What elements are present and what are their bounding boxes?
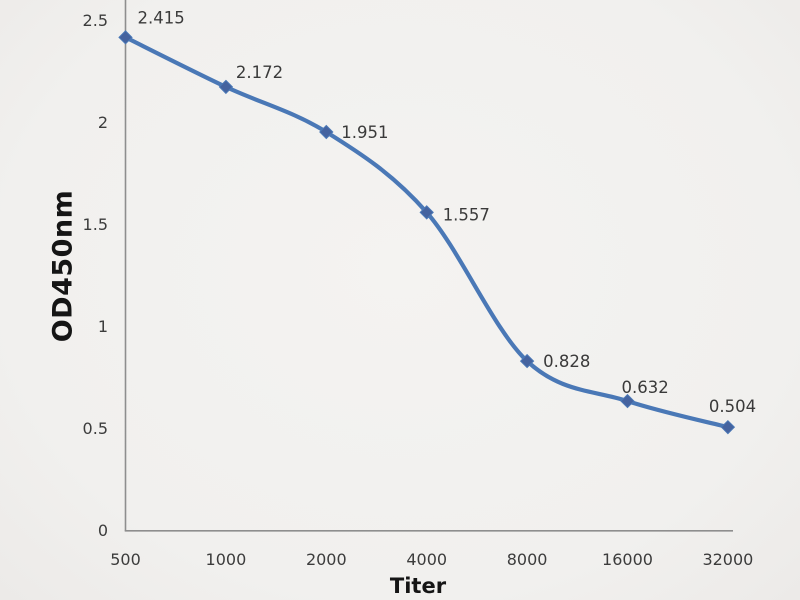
y-tick-label: 0.5 — [83, 419, 108, 438]
x-tick-label: 8000 — [507, 550, 548, 569]
x-tick-label: 32000 — [702, 550, 753, 569]
data-point-label: 0.632 — [622, 378, 669, 397]
data-point-marker — [118, 30, 133, 45]
series-line — [123, 35, 730, 430]
x-tick-label: 500 — [110, 550, 141, 569]
data-point-marker — [218, 79, 234, 95]
y-axis-title: OD450nm — [47, 189, 79, 343]
x-tick-label: 4000 — [406, 550, 447, 569]
data-point-label: 2.172 — [236, 63, 283, 82]
data-point-marker — [519, 353, 535, 369]
data-point-marker — [319, 124, 334, 140]
x-tick-label: 16000 — [602, 550, 653, 569]
data-point-label: 1.557 — [443, 205, 490, 224]
data-point-label: 2.415 — [138, 8, 185, 27]
data-point-label: 0.504 — [709, 397, 756, 416]
data-point-marker — [620, 393, 635, 409]
data-point-marker — [720, 419, 736, 435]
data-point-label: 0.828 — [543, 352, 590, 371]
data-point-marker — [419, 205, 434, 220]
y-tick-label: 2 — [98, 113, 108, 132]
y-tick-label: 0 — [98, 521, 108, 540]
x-axis-title: Titer — [389, 574, 447, 598]
y-tick-label: 1.5 — [83, 215, 108, 234]
x-tick-label: 1000 — [206, 550, 247, 569]
x-tick-label: 2000 — [306, 550, 347, 569]
data-point-label: 1.951 — [341, 123, 388, 142]
y-tick-label: 2.5 — [83, 11, 108, 30]
y-tick-label: 1 — [98, 317, 108, 336]
